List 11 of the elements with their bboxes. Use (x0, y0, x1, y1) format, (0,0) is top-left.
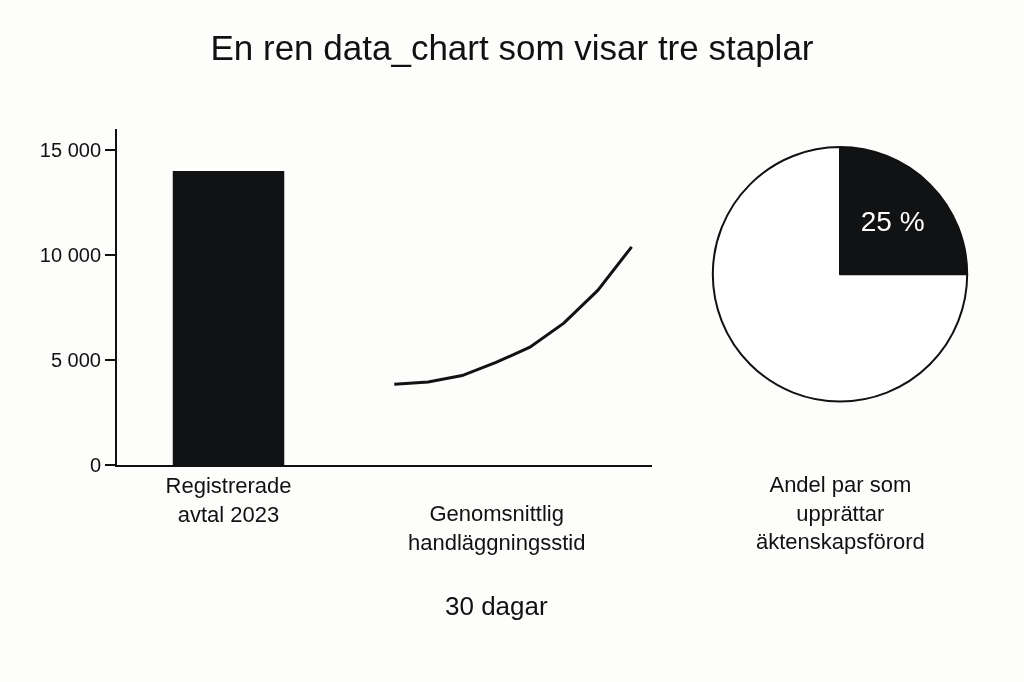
text: Andel par som upprättar äktenskapsförord (756, 472, 925, 555)
x-tick-label: Registrerade avtal 2023 (165, 473, 292, 527)
data-label: 25 % (860, 206, 925, 238)
x-axis-title: Genomsnittlig handläggningsstid (408, 501, 586, 555)
y-tick-label: 15 000 (39, 139, 101, 161)
pie-slice (711, 146, 969, 403)
text: 30 dagar (445, 591, 548, 621)
y-tick-label: 0 (89, 454, 101, 476)
text: En ren data_chart som visar tre staplar (209, 28, 815, 68)
y-tick-label: 10 000 (39, 244, 101, 266)
y-tick-label: 5 000 (50, 349, 101, 371)
